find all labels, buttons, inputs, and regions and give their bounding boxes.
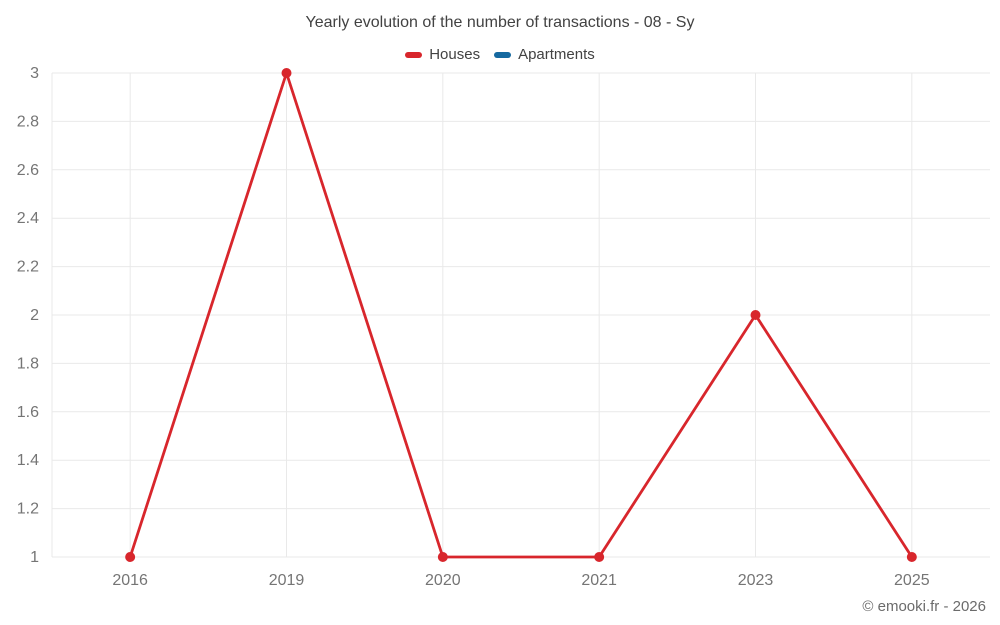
legend-item-apartments[interactable]: Apartments [494, 46, 595, 63]
data-point-marker[interactable] [906, 552, 917, 562]
x-tick-label: 2025 [894, 572, 930, 589]
data-point-marker[interactable] [750, 310, 761, 320]
y-tick-label: 1.4 [17, 452, 39, 469]
y-tick-label: 1.8 [17, 355, 39, 372]
legend-label-houses: Houses [429, 46, 481, 63]
houses-series-swatch-icon [405, 51, 423, 58]
data-point-marker[interactable] [594, 552, 605, 562]
x-tick-label: 2021 [581, 572, 617, 589]
copyright-watermark: © emooki.fr - 2026 [862, 598, 986, 615]
x-tick-label: 2023 [738, 572, 774, 589]
y-tick-label: 2.8 [17, 113, 39, 130]
y-tick-label: 2 [30, 307, 39, 324]
y-tick-label: 2.6 [17, 162, 39, 179]
x-tick-label: 2020 [425, 572, 461, 589]
y-tick-label: 1 [30, 549, 39, 566]
chart-title: Yearly evolution of the number of transa… [305, 14, 695, 31]
y-tick-label: 3 [30, 65, 39, 82]
series-line [128, 71, 914, 559]
x-tick-label: 2016 [112, 572, 148, 589]
legend-item-houses[interactable]: Houses [405, 46, 480, 63]
data-point-marker[interactable] [437, 552, 448, 562]
x-tick-label: 2019 [269, 572, 305, 589]
data-point-marker[interactable] [281, 68, 292, 78]
chart-legend: Houses Apartments [0, 46, 1000, 63]
y-tick-label: 1.6 [17, 404, 39, 421]
y-tick-label: 2.2 [17, 259, 39, 276]
y-tick-label: 2.4 [17, 210, 39, 227]
y-tick-label: 1.2 [17, 501, 39, 518]
apartments-series-swatch-icon [494, 51, 512, 58]
data-point-marker[interactable] [125, 552, 136, 562]
legend-label-apartments: Apartments [518, 46, 595, 63]
